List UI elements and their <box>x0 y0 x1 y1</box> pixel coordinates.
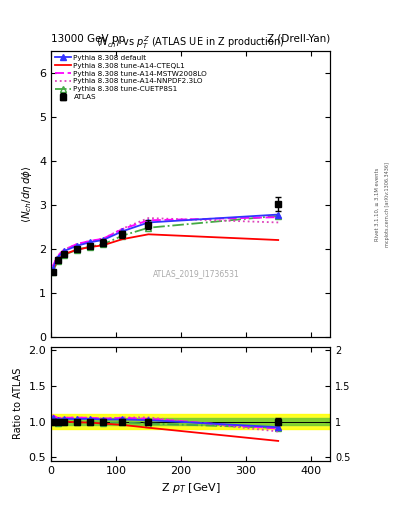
Pythia 8.308 tune-A14-NNPDF2.3LO <box>88 238 92 244</box>
Pythia 8.308 tune-CUETP8S1 <box>88 244 92 250</box>
Y-axis label: $\langle N_{ch}/d\eta\, d\phi\rangle$: $\langle N_{ch}/d\eta\, d\phi\rangle$ <box>20 165 33 223</box>
Pythia 8.308 default <box>88 239 92 245</box>
Pythia 8.308 tune-A14-CTEQL1 <box>276 237 281 243</box>
Pythia 8.308 tune-A14-CTEQL1 <box>120 236 125 242</box>
Text: ATLAS_2019_I1736531: ATLAS_2019_I1736531 <box>153 269 240 279</box>
Title: $\langle N_{ch}\rangle$ vs $p_T^Z$ (ATLAS UE in Z production): $\langle N_{ch}\rangle$ vs $p_T^Z$ (ATLA… <box>96 34 285 51</box>
Pythia 8.308 tune-A14-NNPDF2.3LO <box>276 219 281 225</box>
Y-axis label: Ratio to ATLAS: Ratio to ATLAS <box>13 368 23 439</box>
Pythia 8.308 tune-CUETP8S1 <box>55 258 60 264</box>
Pythia 8.308 default <box>75 243 79 249</box>
Pythia 8.308 tune-A14-NNPDF2.3LO <box>146 215 151 221</box>
Pythia 8.308 tune-A14-CTEQL1 <box>75 247 79 253</box>
Pythia 8.308 tune-A14-MSTW2008LO <box>276 214 281 220</box>
Pythia 8.308 default <box>101 237 105 243</box>
Pythia 8.308 tune-A14-NNPDF2.3LO <box>62 247 66 253</box>
Line: Pythia 8.308 tune-CUETP8S1: Pythia 8.308 tune-CUETP8S1 <box>50 213 281 275</box>
Pythia 8.308 tune-A14-CTEQL1 <box>50 267 55 273</box>
Pythia 8.308 tune-A14-NNPDF2.3LO <box>101 236 105 242</box>
Pythia 8.308 tune-CUETP8S1 <box>50 269 55 275</box>
Pythia 8.308 tune-A14-NNPDF2.3LO <box>55 253 60 259</box>
Legend: Pythia 8.308 default, Pythia 8.308 tune-A14-CTEQL1, Pythia 8.308 tune-A14-MSTW20: Pythia 8.308 default, Pythia 8.308 tune-… <box>53 53 209 101</box>
Pythia 8.308 default <box>55 254 60 261</box>
Pythia 8.308 tune-A14-MSTW2008LO <box>50 263 55 269</box>
Pythia 8.308 tune-CUETP8S1 <box>75 247 79 253</box>
Pythia 8.308 default <box>50 266 55 272</box>
Pythia 8.308 default <box>120 228 125 234</box>
Pythia 8.308 default <box>276 211 281 218</box>
Pythia 8.308 tune-CUETP8S1 <box>101 241 105 247</box>
Text: 13000 GeV pp: 13000 GeV pp <box>51 33 125 44</box>
Pythia 8.308 tune-A14-MSTW2008LO <box>101 236 105 242</box>
Pythia 8.308 tune-A14-CTEQL1 <box>55 257 60 263</box>
Pythia 8.308 tune-A14-CTEQL1 <box>146 231 151 238</box>
Pythia 8.308 tune-A14-NNPDF2.3LO <box>50 263 55 269</box>
Pythia 8.308 tune-CUETP8S1 <box>120 232 125 239</box>
Pythia 8.308 tune-CUETP8S1 <box>276 213 281 219</box>
Text: Z (Drell-Yan): Z (Drell-Yan) <box>267 33 330 44</box>
Bar <box>51 414 330 429</box>
Pythia 8.308 default <box>146 219 151 225</box>
Pythia 8.308 tune-A14-MSTW2008LO <box>75 241 79 247</box>
Pythia 8.308 tune-A14-MSTW2008LO <box>120 226 125 232</box>
Pythia 8.308 tune-A14-CTEQL1 <box>88 244 92 250</box>
Pythia 8.308 tune-CUETP8S1 <box>62 252 66 258</box>
Pythia 8.308 tune-A14-MSTW2008LO <box>146 217 151 223</box>
Pythia 8.308 tune-A14-MSTW2008LO <box>55 253 60 259</box>
X-axis label: Z $p_T$ [GeV]: Z $p_T$ [GeV] <box>161 481 220 495</box>
Pythia 8.308 default <box>62 248 66 254</box>
Pythia 8.308 tune-A14-NNPDF2.3LO <box>120 226 125 232</box>
Text: Rivet 3.1.10, ≥ 3.1M events: Rivet 3.1.10, ≥ 3.1M events <box>375 168 380 242</box>
Line: Pythia 8.308 tune-A14-CTEQL1: Pythia 8.308 tune-A14-CTEQL1 <box>53 234 278 270</box>
Bar <box>51 418 330 425</box>
Pythia 8.308 tune-A14-CTEQL1 <box>62 251 66 257</box>
Line: Pythia 8.308 tune-A14-MSTW2008LO: Pythia 8.308 tune-A14-MSTW2008LO <box>53 217 278 266</box>
Pythia 8.308 tune-CUETP8S1 <box>146 225 151 231</box>
Pythia 8.308 tune-A14-MSTW2008LO <box>88 238 92 244</box>
Line: Pythia 8.308 tune-A14-NNPDF2.3LO: Pythia 8.308 tune-A14-NNPDF2.3LO <box>53 218 278 266</box>
Text: mcplots.cern.ch [arXiv:1306.3436]: mcplots.cern.ch [arXiv:1306.3436] <box>385 162 389 247</box>
Line: Pythia 8.308 default: Pythia 8.308 default <box>50 212 281 271</box>
Pythia 8.308 tune-A14-NNPDF2.3LO <box>75 241 79 247</box>
Pythia 8.308 tune-A14-MSTW2008LO <box>62 247 66 253</box>
Pythia 8.308 tune-A14-CTEQL1 <box>101 242 105 248</box>
